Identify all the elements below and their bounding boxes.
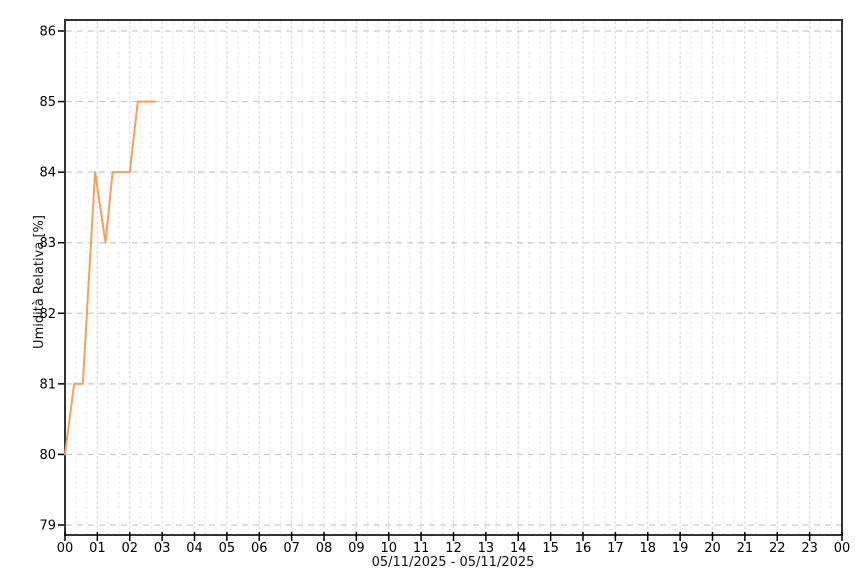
y-tick-label: 84 xyxy=(39,166,56,181)
x-tick-label: 17 xyxy=(607,541,624,556)
x-tick-label: 16 xyxy=(575,541,592,556)
x-tick-label: 11 xyxy=(413,541,430,556)
y-tick-label: 80 xyxy=(39,448,56,463)
x-tick-label: 00 xyxy=(57,541,74,556)
x-tick-label: 07 xyxy=(283,541,300,556)
x-tick-label: 04 xyxy=(186,541,203,556)
y-tick-label: 86 xyxy=(39,25,56,40)
x-axis-date-label: 05/11/2025 - 05/11/2025 xyxy=(372,555,535,570)
x-tick-label: 09 xyxy=(348,541,365,556)
x-tick-label: 19 xyxy=(672,541,689,556)
x-tick-label: 01 xyxy=(89,541,106,556)
y-axis-title: Umidità Relativa [%] xyxy=(32,215,47,349)
x-tick-label: 14 xyxy=(510,541,527,556)
y-tick-label: 82 xyxy=(39,307,56,322)
x-tick-label: 00 xyxy=(834,541,851,556)
y-tick-label: 81 xyxy=(39,377,56,392)
x-tick-label: 21 xyxy=(737,541,754,556)
chart-generated-layer: 79 80 81 82 83 84 85 86 00 01 02 03 04 05 06 07 08 09 10 11… xyxy=(39,19,851,556)
x-tick-label: 03 xyxy=(154,541,171,556)
x-tick-label: 12 xyxy=(445,541,462,556)
x-tick-label: 06 xyxy=(251,541,268,556)
x-tick-label: 02 xyxy=(121,541,138,556)
y-tick-label: 85 xyxy=(39,95,56,110)
series-line-umidit-relativa xyxy=(64,100,156,456)
y-tick-label: 83 xyxy=(39,236,56,251)
x-tick-label: 23 xyxy=(801,541,818,556)
y-tick-label: 79 xyxy=(39,519,56,534)
x-tick-label: 18 xyxy=(639,541,656,556)
x-tick-label: 20 xyxy=(704,541,721,556)
x-tick-label: 10 xyxy=(380,541,397,556)
x-tick-label: 13 xyxy=(478,541,495,556)
x-tick-label: 15 xyxy=(542,541,559,556)
x-tick-label: 22 xyxy=(769,541,786,556)
x-tick-label: 05 xyxy=(219,541,236,556)
x-tick-label: 08 xyxy=(316,541,333,556)
